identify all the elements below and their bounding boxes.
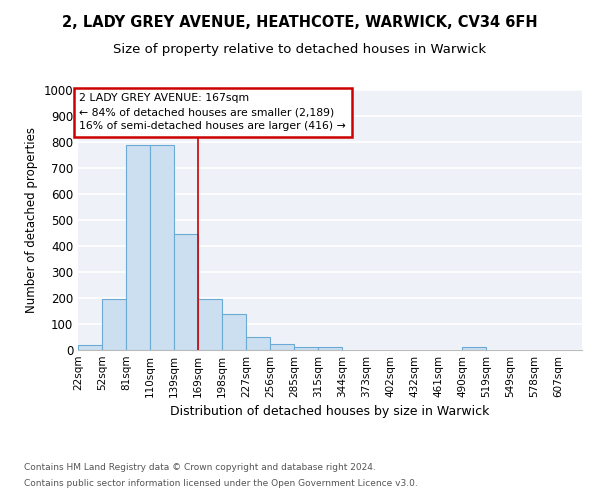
Bar bbox=[150, 144, 174, 350]
Text: Size of property relative to detached houses in Warwick: Size of property relative to detached ho… bbox=[113, 42, 487, 56]
X-axis label: Distribution of detached houses by size in Warwick: Distribution of detached houses by size … bbox=[170, 406, 490, 418]
Bar bbox=[126, 144, 150, 350]
Bar bbox=[294, 347, 318, 350]
Bar bbox=[198, 299, 222, 350]
Bar bbox=[102, 299, 126, 350]
Text: 2, LADY GREY AVENUE, HEATHCOTE, WARWICK, CV34 6FH: 2, LADY GREY AVENUE, HEATHCOTE, WARWICK,… bbox=[62, 15, 538, 30]
Text: Contains HM Land Registry data © Crown copyright and database right 2024.: Contains HM Land Registry data © Crown c… bbox=[24, 464, 376, 472]
Bar bbox=[318, 348, 342, 350]
Bar bbox=[462, 348, 486, 350]
Bar bbox=[174, 234, 198, 350]
Text: 2 LADY GREY AVENUE: 167sqm
← 84% of detached houses are smaller (2,189)
16% of s: 2 LADY GREY AVENUE: 167sqm ← 84% of deta… bbox=[79, 93, 346, 131]
Y-axis label: Number of detached properties: Number of detached properties bbox=[25, 127, 38, 313]
Bar bbox=[222, 314, 246, 350]
Text: Contains public sector information licensed under the Open Government Licence v3: Contains public sector information licen… bbox=[24, 478, 418, 488]
Bar bbox=[246, 337, 270, 350]
Bar bbox=[270, 344, 294, 350]
Bar bbox=[78, 346, 102, 350]
